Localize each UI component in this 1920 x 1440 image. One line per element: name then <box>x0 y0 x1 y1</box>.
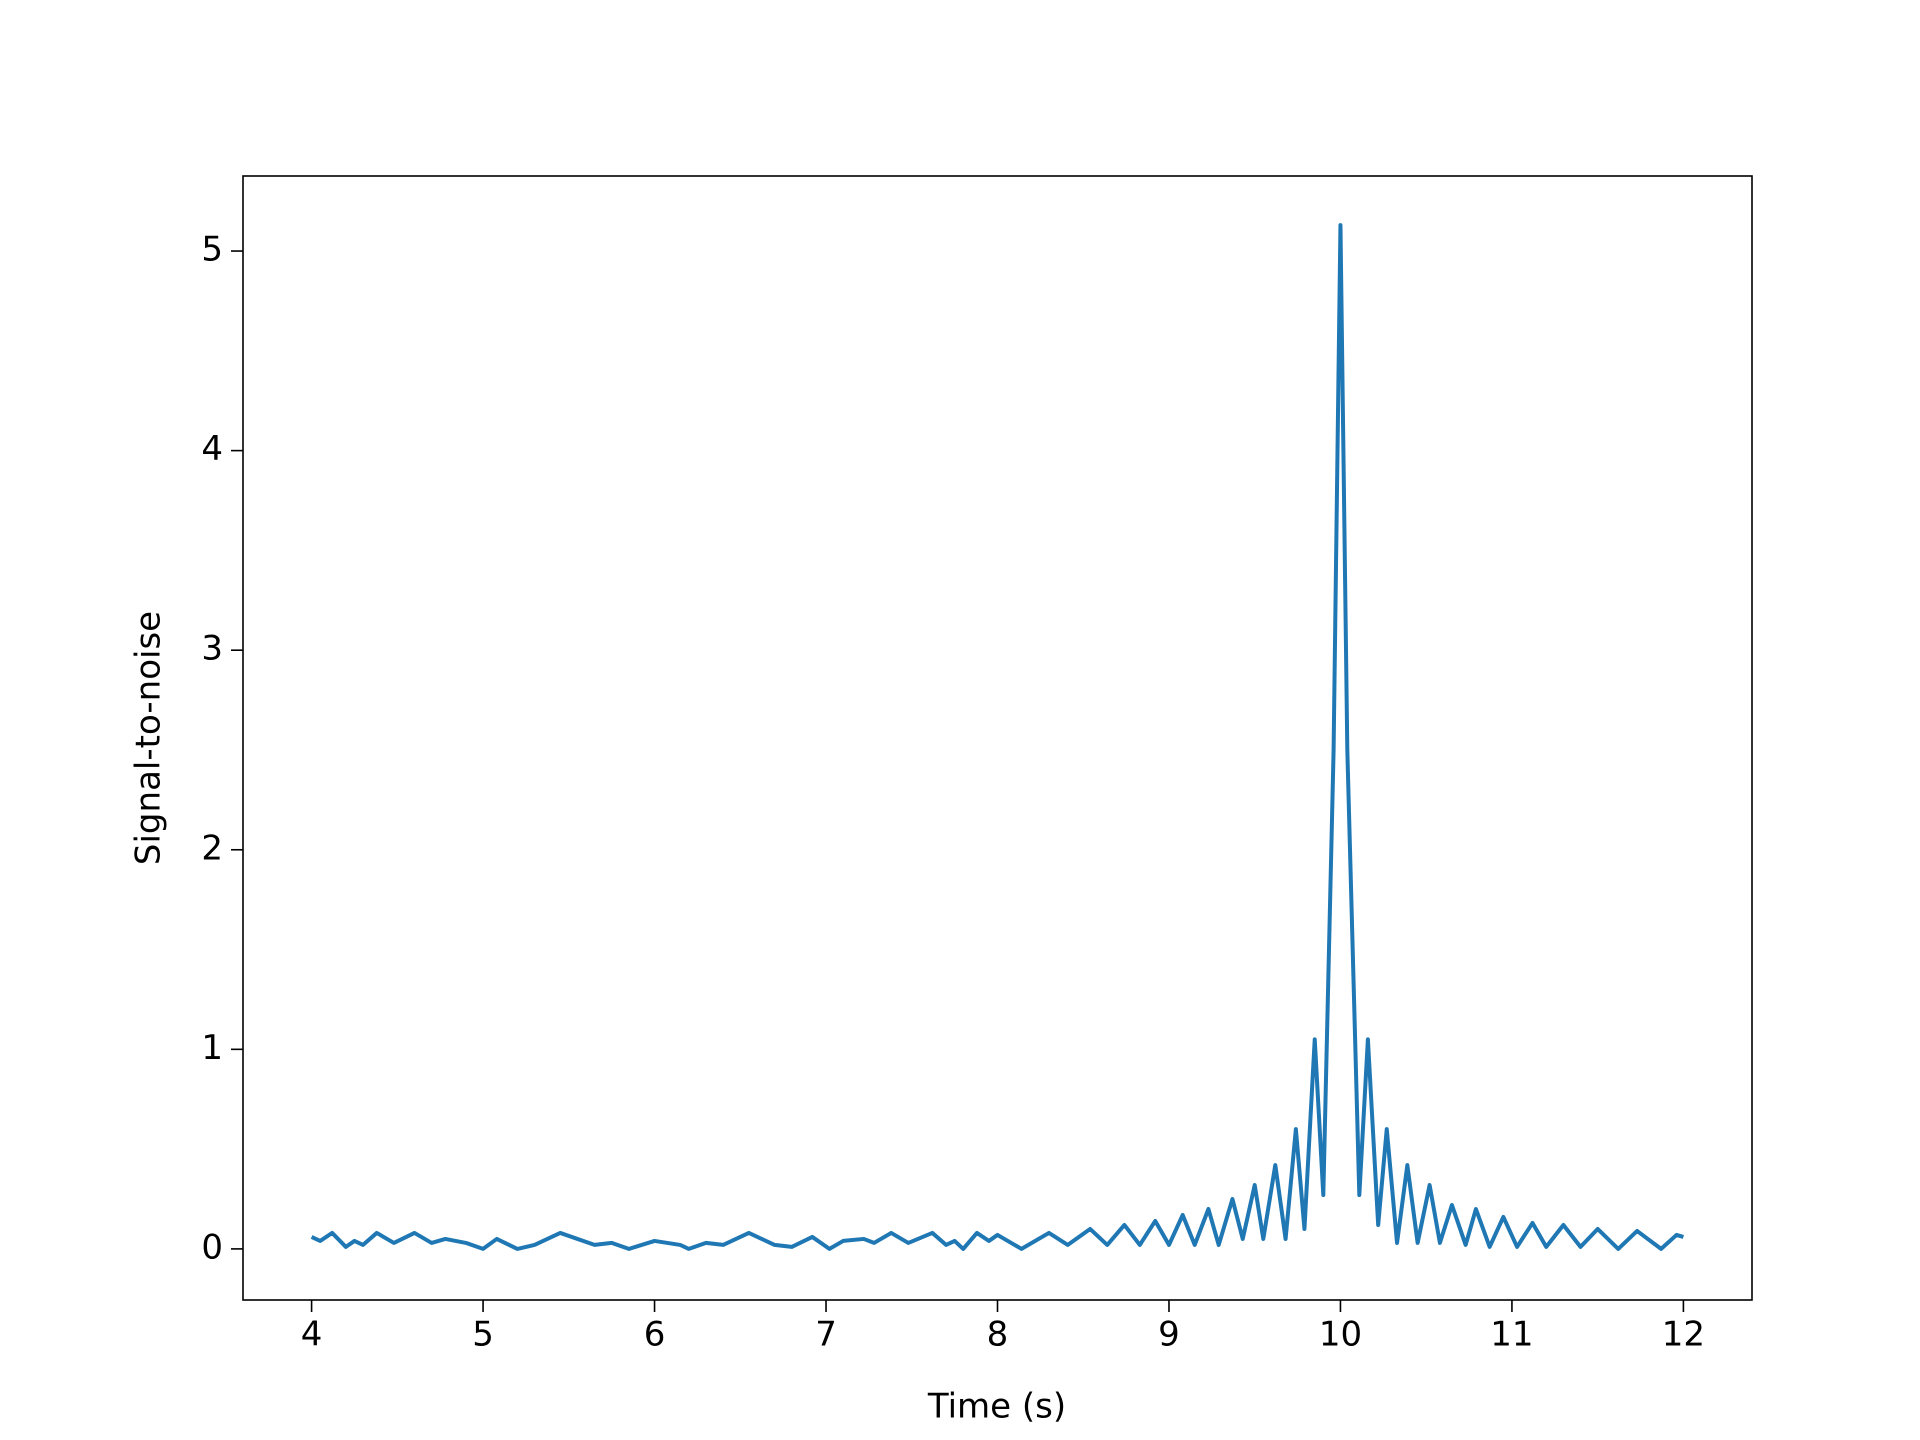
x-tick-label: 12 <box>1662 1315 1705 1355</box>
y-tick-label: 3 <box>201 629 223 669</box>
x-tick-label: 8 <box>987 1315 1009 1355</box>
plot-frame <box>242 175 1753 1301</box>
signal-line <box>310 223 1684 1251</box>
y-tick-label: 0 <box>201 1227 223 1267</box>
y-tick-label: 4 <box>201 429 223 469</box>
y-tick-label: 1 <box>201 1028 223 1068</box>
x-tick-label: 6 <box>644 1315 666 1355</box>
y-tick-label: 2 <box>201 828 223 868</box>
y-axis-label: Signal-to-noise <box>129 611 169 865</box>
x-tick-label: 7 <box>815 1315 837 1355</box>
x-tick-label: 4 <box>301 1315 323 1355</box>
y-tick-label: 5 <box>201 230 223 270</box>
x-axis-label: Time (s) <box>927 1387 1066 1427</box>
x-tick-label: 9 <box>1158 1315 1180 1355</box>
x-tick-label: 10 <box>1319 1315 1362 1355</box>
x-tick-label: 5 <box>472 1315 494 1355</box>
x-tick-label: 11 <box>1490 1315 1533 1355</box>
